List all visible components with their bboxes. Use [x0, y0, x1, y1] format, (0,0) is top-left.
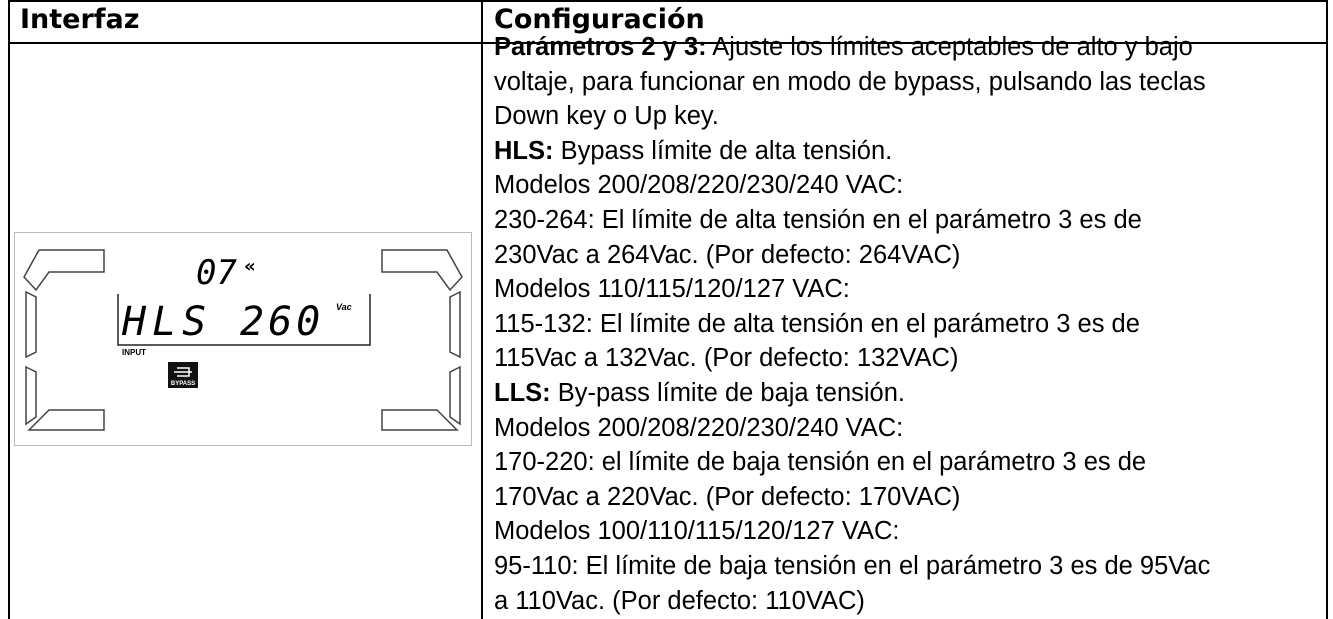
text-line: voltaje, para funcionar en modo de bypas…: [494, 65, 1210, 100]
text-line: a 110Vac. (Por defecto: 110VAC): [494, 584, 1210, 619]
lcd-bypass: BYPASS: [171, 381, 195, 387]
lcd-display: 07 « HLS 260 Vac INPUT BYPASS: [14, 232, 472, 446]
line-text: Bypass límite de alta tensión.: [553, 136, 893, 165]
line-text: 170-220: el límite de baja tensión en el…: [494, 448, 1147, 477]
lcd-param: 07: [196, 253, 237, 293]
line-text: Ajuste los límites aceptables de alto y …: [706, 33, 1193, 61]
text-line: HLS: Bypass límite de alta tensión.: [494, 134, 1210, 169]
text-line: 95-110: El límite de baja tensión en el …: [494, 549, 1210, 584]
line-text: Modelos 200/208/220/230/240 VAC:: [494, 171, 904, 200]
text-line: LLS: By-pass límite de baja tensión.: [494, 376, 1210, 411]
text-line: 230Vac a 264Vac. (Por defecto: 264VAC): [494, 238, 1210, 273]
lcd-box: [117, 294, 371, 346]
lcd-value: 260: [240, 299, 324, 345]
header-cell: Interfaz: [20, 4, 140, 35]
line-text: Modelos 110/115/120/127 VAC:: [494, 275, 850, 304]
bypass-symbol: [174, 367, 192, 377]
lcd-input: INPUT: [122, 348, 146, 357]
text-line: 170-220: el límite de baja tensión en el…: [494, 445, 1210, 480]
config-text: Parámetros 2 y 3: Ajuste los límites ace…: [494, 30, 1210, 618]
line-text: By-pass límite de baja tensión.: [550, 378, 906, 407]
text-line: Modelos 100/110/115/120/127 VAC:: [494, 514, 1210, 549]
header-cell: Configuración: [494, 4, 705, 35]
line-text: a 110Vac. (Por defecto: 110VAC): [494, 586, 865, 615]
text-line: Modelos 110/115/120/127 VAC:: [494, 272, 1210, 307]
text-line: Down key o Up key.: [494, 99, 1210, 134]
bold-label: LLS:: [494, 378, 551, 407]
text-line: 115Vac a 132Vac. (Por defecto: 132VAC): [494, 341, 1210, 376]
bold-label: HLS:: [494, 136, 554, 165]
line-text: voltaje, para funcionar en modo de bypas…: [494, 67, 1206, 96]
text-line: Modelos 200/208/220/230/240 VAC:: [494, 168, 1210, 203]
text-line: 115-132: El límite de alta tensión en el…: [494, 307, 1210, 342]
table-border: [8, 0, 10, 619]
line-text: Modelos 200/208/220/230/240 VAC:: [494, 413, 904, 442]
column-border: [481, 0, 483, 619]
line-text: 95-110: El límite de baja tensión en el …: [494, 551, 1211, 580]
lcd-code: HLS: [121, 299, 212, 345]
header-border: [8, 42, 1328, 44]
lcd-segments: [23, 249, 463, 431]
line-text: 115Vac a 132Vac. (Por defecto: 132VAC): [494, 344, 959, 373]
bold-label: Parámetros 2 y 3:: [494, 33, 707, 61]
line-text: 170Vac a 220Vac. (Por defecto: 170VAC): [494, 482, 961, 511]
table-border: [8, 0, 1328, 2]
line-text: 230-264: El límite de alta tensión en el…: [494, 205, 1142, 234]
text-line: Parámetros 2 y 3: Ajuste los límites ace…: [494, 30, 1210, 65]
line-text: 115-132: El límite de alta tensión en el…: [494, 309, 1140, 338]
text-line: 230-264: El límite de alta tensión en el…: [494, 203, 1210, 238]
line-text: Modelos 100/110/115/120/127 VAC:: [494, 517, 900, 546]
lcd-arrow: «: [244, 256, 256, 277]
bypass-icon: [168, 362, 198, 388]
lcd-unit: Vac: [336, 302, 352, 312]
line-text: 230Vac a 264Vac. (Por defecto: 264VAC): [494, 240, 961, 269]
line-text: Down key o Up key.: [494, 102, 719, 131]
text-line: Modelos 200/208/220/230/240 VAC:: [494, 411, 1210, 446]
text-line: 170Vac a 220Vac. (Por defecto: 170VAC): [494, 480, 1210, 515]
table-border: [1326, 0, 1328, 619]
